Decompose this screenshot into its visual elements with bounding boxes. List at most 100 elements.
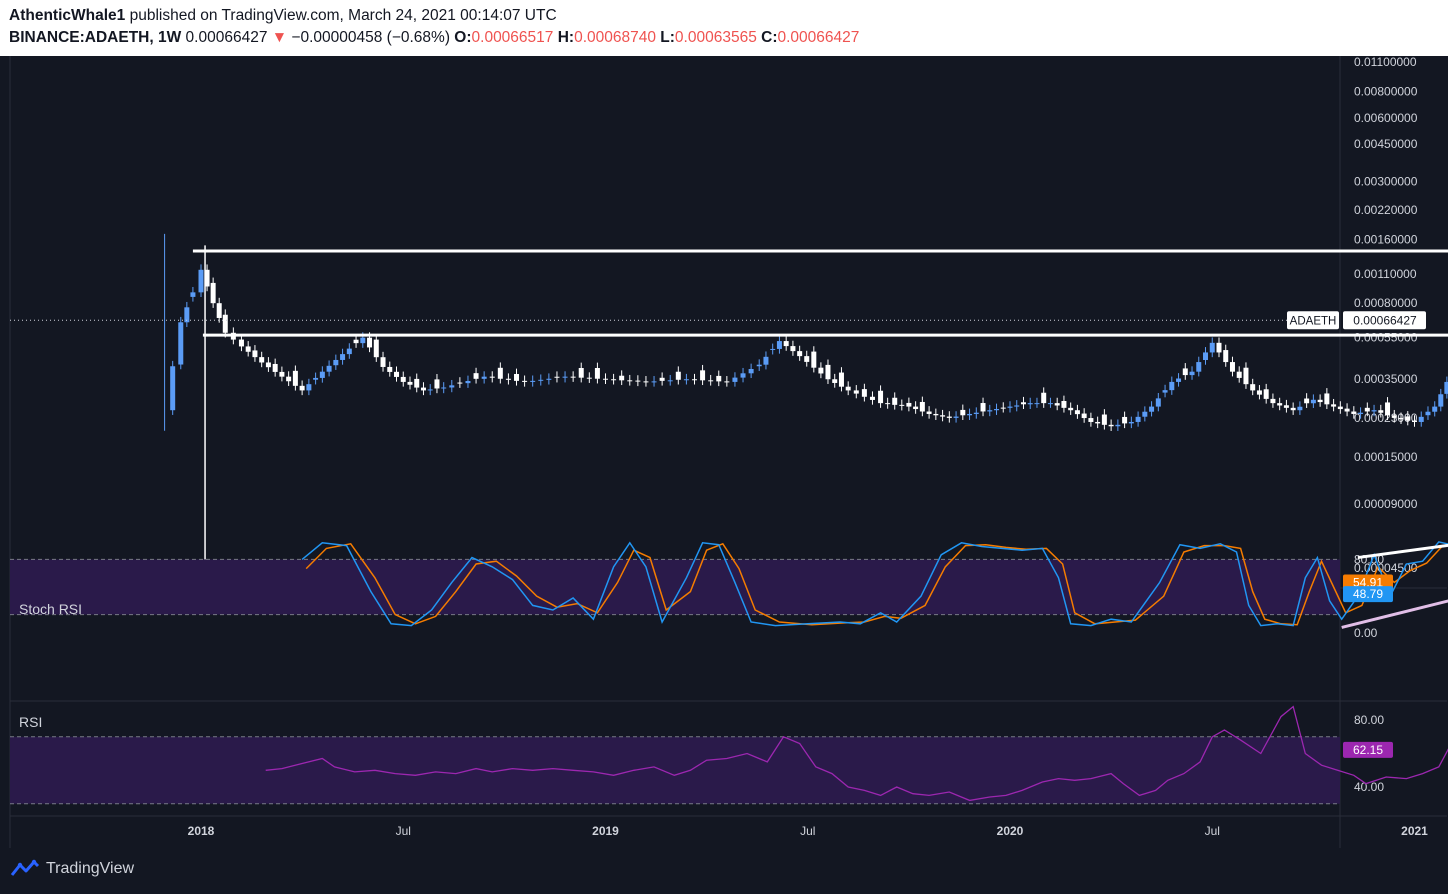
close-value: 0.00066427: [777, 29, 860, 46]
candle-body: [960, 409, 966, 416]
rsi-band: [10, 736, 1340, 804]
stoch-d-tag: 54.91: [1353, 575, 1383, 589]
candle-body: [319, 371, 325, 378]
candle-body: [1047, 403, 1053, 405]
candle-body: [1014, 405, 1020, 407]
candle-body: [216, 303, 222, 318]
candle-body: [184, 307, 190, 323]
candle-body: [1169, 381, 1175, 391]
candle-body: [987, 410, 993, 412]
last-value: 0.00066427: [185, 29, 268, 46]
close-label: C:: [761, 29, 778, 46]
low-label: L:: [660, 29, 675, 46]
candle-body: [1256, 390, 1262, 395]
candle-body: [238, 339, 244, 347]
candle-body: [530, 380, 536, 382]
candle-body: [427, 389, 433, 391]
candle-body: [279, 371, 285, 377]
candle-body: [1425, 411, 1431, 416]
candle-body: [1128, 421, 1134, 424]
time-tick-label: Jul: [1205, 824, 1220, 838]
candle-body: [1290, 407, 1296, 411]
stoch-band: [10, 559, 1340, 615]
candle-body: [1358, 412, 1364, 414]
candle-body: [1344, 408, 1350, 412]
candle-body: [1203, 352, 1209, 361]
candle-body: [1223, 350, 1229, 363]
candle-body: [1027, 403, 1033, 405]
stoch-k-line: [301, 541, 1448, 627]
candle-body: [1061, 400, 1067, 408]
tradingview-brand[interactable]: TradingView: [10, 859, 134, 879]
price-tick-label: 0.00055000: [1354, 331, 1418, 345]
candle-body: [373, 339, 379, 358]
candle-body: [514, 373, 520, 381]
candle-body: [441, 387, 447, 389]
stoch-tick-label: 0.00: [1354, 626, 1378, 640]
interval[interactable]: 1W: [157, 29, 182, 46]
candle-body: [1418, 416, 1424, 422]
candle-body: [804, 356, 810, 362]
candle-body: [481, 376, 487, 379]
candle-body: [1229, 362, 1235, 372]
candle-body: [861, 389, 867, 397]
candle-body: [953, 416, 959, 418]
candle-body: [994, 409, 1000, 411]
candle-body: [980, 403, 986, 412]
candle-body: [578, 367, 584, 378]
price-tick-label: 0.00035000: [1354, 372, 1418, 386]
candle-body: [675, 371, 681, 380]
candle-body: [473, 373, 479, 379]
candle-body: [570, 376, 576, 378]
candle-body: [1405, 416, 1411, 421]
price-tick-label: 0.00023000: [1354, 411, 1418, 425]
chart-bg: [0, 56, 1448, 848]
price-tick-label: 0.00015000: [1354, 450, 1418, 464]
price-tick-label: 0.00800000: [1354, 84, 1418, 98]
candle-body: [1068, 407, 1074, 411]
author-name[interactable]: AthenticWhale1: [9, 7, 126, 24]
candle-body: [222, 314, 228, 333]
candle-body: [683, 379, 689, 381]
chart-canvas[interactable]: 0.01100000 0.00800000 0.00600000 0.00450000…: [0, 56, 1448, 848]
candle-body: [933, 413, 939, 416]
candle-body: [1054, 403, 1060, 406]
candle-body: [1074, 410, 1080, 415]
candle-body: [1444, 381, 1448, 394]
candle-body: [1243, 367, 1249, 385]
candle-body: [1081, 413, 1087, 419]
stoch-trendline: [1341, 599, 1448, 629]
candle-body: [1351, 411, 1357, 414]
price-tick-label: 0.00080000: [1354, 296, 1418, 310]
low-value: 0.00063565: [674, 29, 757, 46]
time-tick-label: Jul: [800, 824, 815, 838]
price-tick-label: 0.00450000: [1354, 137, 1418, 151]
stoch-trendline: [1357, 543, 1448, 560]
candle-body: [198, 269, 204, 293]
candle-body: [1216, 342, 1222, 353]
candle-body: [708, 380, 714, 382]
candle-body: [1000, 407, 1006, 409]
last-price-tag: 0.00066427: [1353, 313, 1417, 327]
candle-body: [1364, 407, 1370, 412]
candle-body: [1412, 420, 1417, 422]
rsi-value-tag: 62.15: [1353, 743, 1383, 757]
candle-body: [1371, 410, 1377, 412]
rsi-value-tag-bg: [1343, 741, 1393, 758]
candle-body: [538, 379, 544, 381]
candle-body: [919, 401, 925, 412]
candle-body: [716, 375, 722, 382]
candle-body: [1250, 384, 1256, 391]
symbol-tag: ADAETH: [1290, 315, 1337, 327]
candle-body: [292, 370, 298, 386]
candle-body: [449, 385, 455, 388]
candle-body: [286, 376, 292, 382]
candle-body: [838, 372, 844, 387]
candle-body: [619, 375, 625, 381]
stoch-k-tag-bg: [1343, 586, 1393, 603]
tradingview-logo-icon: [10, 859, 40, 876]
symbol-name[interactable]: BINANCE:ADAETH: [9, 29, 150, 46]
candle-body: [892, 397, 898, 405]
candle-body: [1277, 403, 1283, 406]
candle-body: [178, 322, 184, 365]
